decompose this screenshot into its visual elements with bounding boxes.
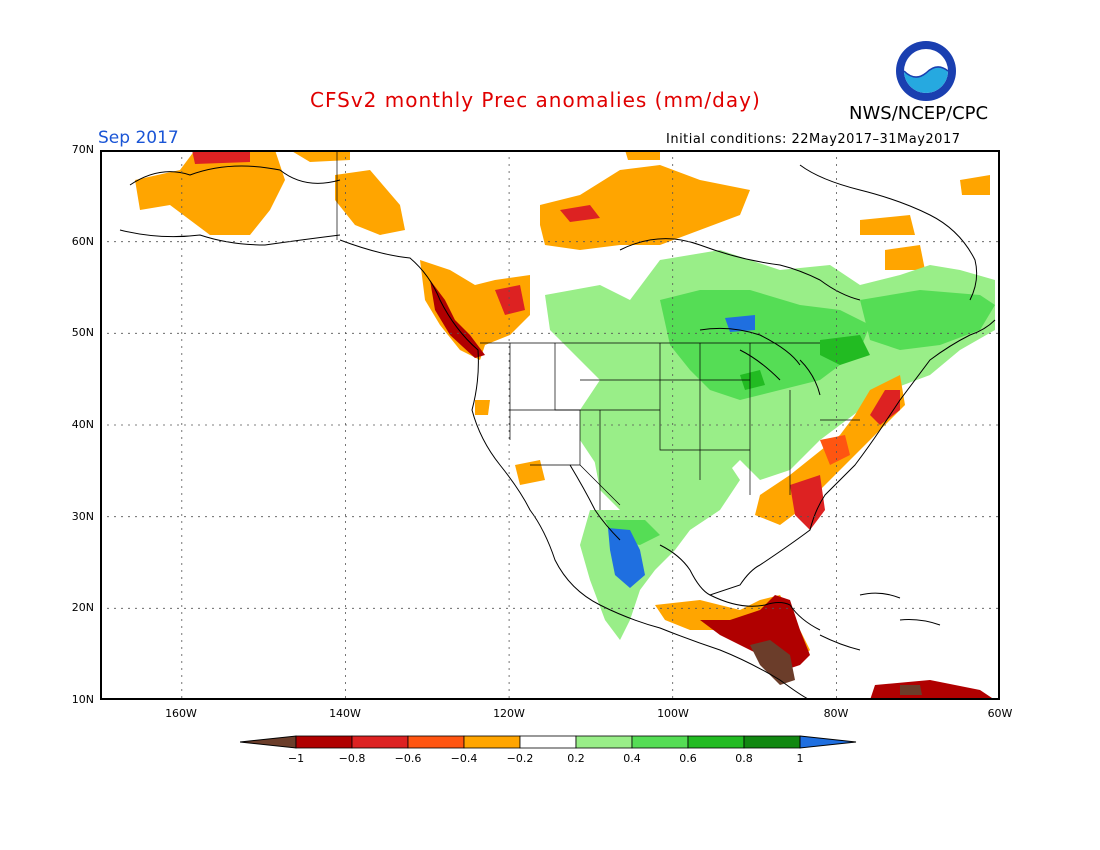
anomaly-yukon <box>290 150 350 162</box>
borders <box>336 150 860 510</box>
anomaly-superior-blue <box>725 315 755 332</box>
lat-label-50n: 50N <box>71 326 94 339</box>
colorbar-label-m06: −0.6 <box>394 752 422 765</box>
anomaly-sw-orange <box>515 460 545 485</box>
lat-label-70n: 70N <box>71 143 94 156</box>
anomaly-calif-orange <box>475 400 490 415</box>
colorbar-cell-1 <box>295 735 353 749</box>
anomaly-venezuela-brown <box>900 685 922 695</box>
colorbar-cell-2 <box>351 735 409 749</box>
colorbar-label-m04: −0.4 <box>450 752 478 765</box>
lon-label-140w: 140W <box>329 707 361 720</box>
anomaly-greenland <box>960 175 990 195</box>
anomaly-se-red <box>790 475 825 530</box>
anomaly-east-coast-red <box>870 390 900 425</box>
lat-label-40n: 40N <box>71 418 94 431</box>
lon-label-80w: 80W <box>823 707 849 720</box>
noaa-logo-text: NOAA <box>912 55 941 65</box>
colorbar-cell-5 <box>519 735 577 749</box>
anomaly-plains <box>585 400 740 545</box>
initial-conditions: Initial conditions: 22May2017–31May2017 <box>666 132 961 147</box>
anomaly-bc-red2 <box>495 285 525 315</box>
colorbar-label-m02: −0.2 <box>506 752 534 765</box>
colorbar-cell-4 <box>463 735 521 749</box>
colorbar-cell-7 <box>631 735 689 749</box>
anomaly-arctic-top <box>625 150 660 160</box>
lon-label-160w: 160W <box>165 707 197 720</box>
anomaly-nunavut-red <box>560 205 600 222</box>
map-frame <box>100 150 1000 700</box>
org-label: NWS/NCEP/CPC <box>849 103 989 124</box>
noaa-logo: NOAA <box>896 41 956 101</box>
anomaly-labrador <box>885 245 925 270</box>
lon-label-100w: 100W <box>657 707 689 720</box>
anomaly-alaska <box>135 150 285 235</box>
colorbar-label-02: 0.2 <box>567 752 585 765</box>
anomaly-mexico-blue <box>608 528 645 588</box>
lat-label-60n: 60N <box>71 235 94 248</box>
colorbar-cell-3 <box>407 735 465 749</box>
anomaly-map <box>100 150 1000 700</box>
anomaly-dark-green-1 <box>820 335 870 365</box>
colorbar-label-1: 1 <box>796 752 804 765</box>
anomaly-alaska-red <box>192 150 250 164</box>
anomaly-bc-coast <box>420 260 530 360</box>
colorbar-label-m1: −1 <box>287 752 305 765</box>
anomaly-fields <box>135 150 995 700</box>
anomaly-ontario-green <box>660 290 870 400</box>
colorbar-cell-10 <box>799 735 857 749</box>
anomaly-bc-red <box>430 280 485 358</box>
colorbar-cell-0 <box>240 735 297 749</box>
anomaly-quebec-n <box>860 215 915 235</box>
colorbar-label-08: 0.8 <box>735 752 753 765</box>
anomaly-central-america-brown <box>750 640 795 685</box>
anomaly-mackenzie <box>335 170 405 235</box>
gridlines <box>100 150 1000 700</box>
colorbar <box>240 735 857 749</box>
coastlines <box>119 164 996 700</box>
colorbar-cell-9 <box>743 735 801 749</box>
anomaly-carolina <box>820 435 850 465</box>
colorbar-cell-8 <box>687 735 745 749</box>
page-title: CFSv2 monthly Prec anomalies (mm/day) <box>310 88 761 112</box>
lat-label-10n: 10N <box>71 693 94 706</box>
anomaly-dark-green-2 <box>740 370 765 390</box>
lat-label-30n: 30N <box>71 510 94 523</box>
anomaly-quebec-green <box>860 290 995 350</box>
colorbar-label-04: 0.4 <box>623 752 641 765</box>
colorbar-cell-6 <box>575 735 633 749</box>
lon-label-60w: 60W <box>987 707 1013 720</box>
lon-label-120w: 120W <box>493 707 525 720</box>
anomaly-nunavut <box>540 165 750 250</box>
lat-label-20n: 20N <box>71 601 94 614</box>
colorbar-label-m08: −0.8 <box>338 752 366 765</box>
colorbar-label-06: 0.6 <box>679 752 697 765</box>
forecast-month: Sep 2017 <box>98 128 179 148</box>
